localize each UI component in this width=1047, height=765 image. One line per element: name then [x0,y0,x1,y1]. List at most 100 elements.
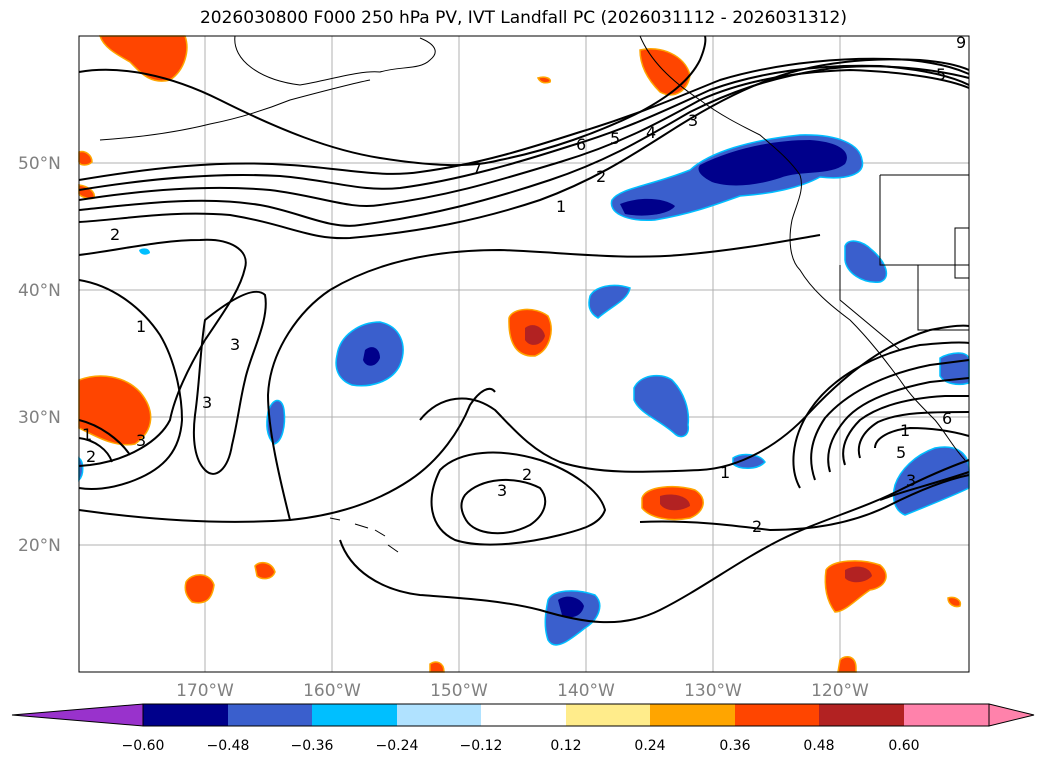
contour-label: 3 [202,393,212,412]
ivt-contour-6 [78,35,707,167]
lon-axis: 170°W 160°W 150°W 140°W 130°W 120°W [176,681,869,701]
ivt-contour-13 [430,451,607,546]
pv-blob-40n [588,284,631,319]
contour-label: 7 [472,159,482,178]
ivt-contour-2 [78,65,970,227]
colorbar-extend-high [988,703,1035,727]
colorbar-bin [566,704,650,726]
colorbar-bin [228,704,312,726]
contour-label: 2 [86,447,96,466]
contour-label: 5 [936,65,946,84]
lat-label-20n: 20°N [18,536,61,556]
colorbar-tick-label: −0.12 [460,738,503,754]
ivt-contour-21 [857,411,970,459]
ivt-contour-18 [810,359,970,481]
ivt-contour-12 [339,459,970,624]
pv-core-central [363,347,380,366]
coastlines [99,35,970,553]
lon-label-170w: 170°W [176,681,234,701]
ivt-contour-3 [78,68,970,208]
hawaii-islands [329,517,399,553]
contour-label: 1 [900,421,910,440]
border-ca-nv [839,265,901,351]
pv-blob-nw [98,35,188,82]
ivt-contour-25 [78,437,113,463]
ivt-contour-17 [792,341,970,489]
contour-label: 3 [906,471,916,490]
lon-label-150w: 150°W [430,681,488,701]
colorbar-bin [735,704,819,726]
lon-label-160w: 160°W [303,681,361,701]
ivt-contour-1 [78,58,970,240]
colorbar-outline [142,703,990,727]
pv-blob-sw2 [254,561,276,580]
contour-label: 1 [720,463,730,482]
coast-north-america [639,35,966,461]
contour-label: 3 [497,481,507,500]
contour-label: 6 [942,409,952,428]
lat-label-50n: 50°N [18,154,61,174]
ivt-contour-20 [842,395,969,466]
pv-speck-1 [139,248,150,255]
contour-label: 6 [576,135,586,154]
contour-label: 2 [596,167,606,186]
ivt-contour-14 [460,478,547,535]
pv-speck-n1 [536,76,552,84]
ivt-contour-8 [78,279,184,490]
border-states-1 [879,175,969,266]
pv-core-bc-coast [698,140,847,186]
contour-labels: 2 1 3 3 1 7 6 5 4 3 2 1 5 9 2 3 1 2 1 6 … [82,33,966,536]
colorbar-extend-low [11,703,144,727]
pv-core-south [558,596,584,618]
contour-label: 3 [136,431,146,450]
colorbar: −0.60 −0.48 −0.36 −0.24 −0.12 0.12 0.24 … [11,703,1035,754]
figure-title: 2026030800 F000 250 hPa PV, IVT Landfall… [199,8,847,28]
ivt-contours [78,35,970,624]
pv-blob-small [732,453,766,469]
lon-label-120w: 120°W [811,681,869,701]
colorbar-tick-label: 0.24 [634,738,665,754]
pv-speck-w50n [78,150,93,166]
ivt-contour-19 [827,377,970,473]
lat-label-30n: 30°N [18,408,61,428]
pv-core-bc-west [620,198,675,216]
colorbar-bin [143,704,228,726]
coast-alaska-peninsula [234,35,436,86]
contour-label: 1 [136,317,146,336]
colorbar-tick-label: −0.48 [207,738,250,754]
colorbar-tick-label: −0.36 [291,738,334,754]
pv-blob-30n [633,374,690,438]
colorbar-bin [904,704,989,726]
colorbar-tick-label: 0.12 [550,738,581,754]
pv-negative-anomalies [78,134,970,646]
lon-label-130w: 130°W [684,681,742,701]
pv-speck-se [947,596,962,608]
pv-positive-anomalies [78,35,962,673]
contour-label: 5 [610,129,620,148]
colorbar-bin [397,704,481,726]
ivt-contour-16 [639,474,970,532]
pv-core-se [845,566,872,583]
ivt-contour-4 [78,64,970,191]
colorbar-tick-label: −0.60 [122,738,165,754]
ivt-contour-5 [78,57,970,181]
lat-label-40n: 40°N [18,281,61,301]
lon-label-140w: 140°W [557,681,615,701]
pv-blob-ca-north [844,240,888,283]
ivt-contour-11 [266,234,821,521]
contour-label: 9 [956,33,966,52]
colorbar-tick-label: 0.60 [888,738,919,754]
contour-label: 5 [896,443,906,462]
colorbar-tick-label: −0.24 [376,738,419,754]
colorbar-tick-label: 0.48 [803,738,834,754]
map-frame [78,35,970,673]
colorbar-bin [819,704,904,726]
contour-label: 4 [646,123,656,142]
lat-axis: 50°N 40°N 30°N 20°N [18,154,61,556]
contour-label: 1 [556,197,566,216]
ivt-contour-22 [874,426,970,449]
colorbar-bin [312,704,397,726]
colorbar-bin [481,704,566,726]
pv-blob-sw [184,574,215,604]
